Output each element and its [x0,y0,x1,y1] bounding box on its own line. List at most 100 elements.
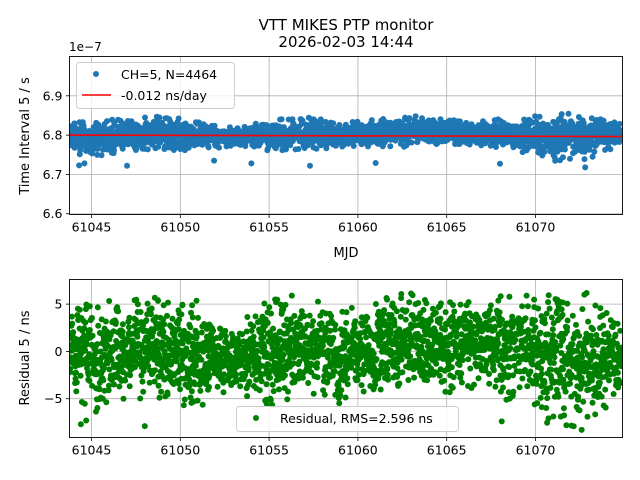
bottom-data-point [164,391,171,398]
bottom-data-point [158,388,165,395]
top-data-point [330,120,337,127]
bottom-data-point [543,405,550,411]
bottom-data-point [388,312,395,318]
bottom-data-point [532,324,539,331]
bottom-data-points [69,290,623,433]
bottom-data-point [553,347,560,354]
legend-marker-points [93,71,99,77]
bottom-data-point [522,367,528,373]
bottom-data-point [193,297,200,304]
top-data-point [104,118,110,125]
bottom-data-point [418,343,425,350]
bottom-data-point [545,415,552,422]
top-data-point [211,122,218,129]
bottom-data-point [429,341,436,348]
bottom-data-point [86,303,93,310]
bottom-data-point [244,393,251,400]
bottom-data-point [175,326,182,333]
bottom-data-point [519,303,526,310]
top-x-tick-label: 61050 [160,220,200,235]
bottom-data-point [337,392,344,399]
bottom-data-point [99,395,106,402]
bottom-data-point [314,360,321,367]
top-data-point [581,156,588,163]
bottom-data-point [546,305,553,312]
bottom-data-point [512,336,519,343]
bottom-data-point [186,382,193,389]
bottom-data-point [386,321,393,327]
top-data-point [552,157,559,164]
bottom-data-point [261,300,268,307]
bottom-data-point [467,365,474,372]
top-data-point [216,144,222,151]
bottom-data-point [257,373,264,380]
bottom-data-point [105,382,112,389]
bottom-data-point [290,360,297,367]
top-data-point [437,116,444,123]
bottom-data-point [393,308,400,315]
bottom-data-point [277,301,284,308]
bottom-data-point [330,334,337,341]
bottom-data-point [348,304,355,311]
top-data-point [567,155,573,162]
bottom-data-point [73,369,79,376]
bottom-data-point [531,296,538,303]
bottom-data-point [143,317,150,324]
bottom-data-point [534,400,541,407]
top-y-axis-label: Time Interval 5 / s [18,77,33,196]
top-data-point [565,110,572,117]
bottom-data-point [324,378,331,385]
bottom-data-point [97,348,104,355]
bottom-data-point [308,322,315,329]
bottom-data-point [187,394,194,401]
bottom-data-point [462,310,469,317]
bottom-data-point [148,305,155,312]
bottom-data-point [246,378,253,385]
bottom-data-point [500,366,507,373]
bottom-data-point [407,353,414,360]
bottom-data-point [296,358,303,365]
bottom-data-point [465,356,472,363]
bottom-data-point [522,315,529,322]
bottom-data-point [95,322,102,329]
bottom-data-point [372,381,379,388]
bottom-data-point [557,342,564,349]
bottom-data-point [381,307,388,314]
bottom-data-point [313,364,320,371]
bottom-data-point [325,354,331,361]
bottom-data-point [282,372,288,379]
bottom-data-point [175,380,182,387]
bottom-data-point [517,323,524,330]
top-data-point [368,117,375,124]
bottom-data-point [321,391,328,398]
bottom-data-point [126,314,133,321]
bottom-data-point [510,372,516,379]
bottom-data-point [282,301,289,308]
bottom-data-point [197,387,204,394]
bottom-data-point [195,314,201,321]
bottom-data-point [151,378,158,385]
bottom-data-point [217,326,224,333]
bottom-data-point [222,327,229,334]
top-data-point [406,115,413,122]
bottom-data-point [161,321,168,328]
bottom-data-point [380,369,387,376]
bottom-data-point [146,379,153,386]
bottom-data-point [525,327,532,333]
bottom-data-point [373,356,380,363]
bottom-data-point [550,360,557,366]
bottom-data-point [483,361,490,368]
top-data-point [616,120,623,127]
bottom-data-point [144,300,151,307]
top-outlier-point [496,160,503,167]
top-data-point [541,149,548,155]
bottom-data-point [363,334,370,341]
top-data-point [536,113,543,120]
bottom-data-point [214,383,221,390]
bottom-data-point [538,370,545,377]
top-data-point [142,114,148,121]
bottom-data-point [448,364,455,371]
bottom-data-point [291,312,298,319]
bottom-data-point [558,306,565,313]
bottom-data-point [415,300,422,306]
